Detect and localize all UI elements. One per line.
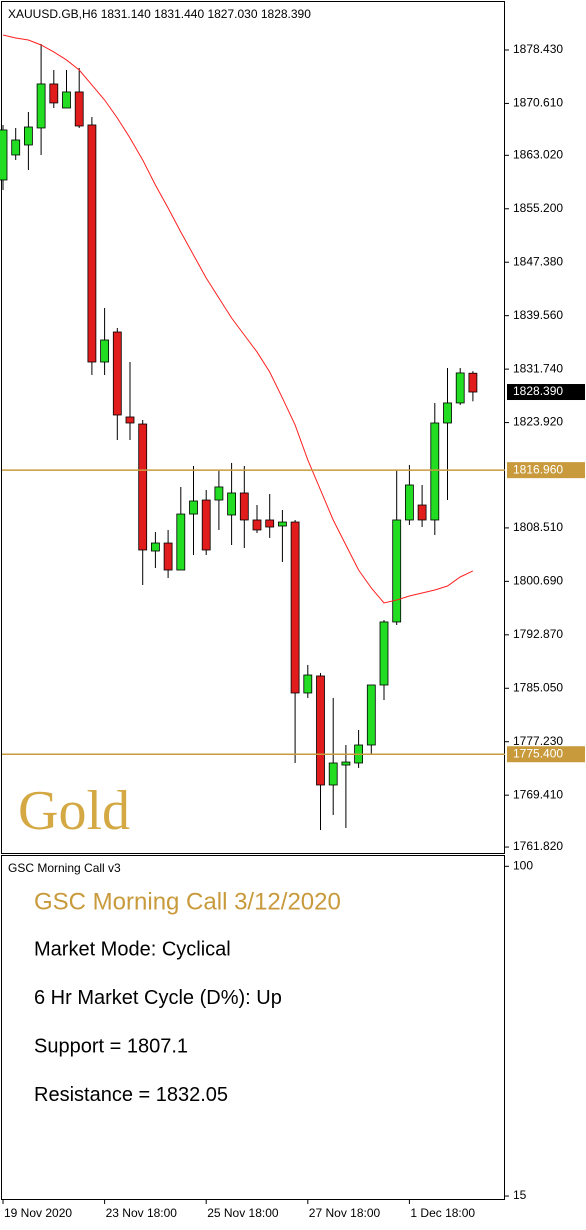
indicator-line: 6 Hr Market Cycle (D%): Up — [34, 987, 282, 1009]
level-label: 1816.960 — [513, 462, 563, 476]
candle-body — [316, 675, 325, 786]
y-tick-label: 1777.230 — [513, 734, 563, 748]
x-tick-label: 25 Nov 18:00 — [207, 1206, 279, 1220]
candle-body — [74, 91, 84, 127]
candle-body — [36, 83, 46, 129]
indicator-tick-label: 100 — [513, 858, 533, 872]
main-panel — [1, 1, 505, 854]
candle-body — [11, 139, 21, 156]
candle-body — [455, 372, 465, 404]
x-tick-label: 19 Nov 2020 — [4, 1206, 72, 1220]
y-tick-label: 1847.380 — [513, 254, 563, 268]
candle-body — [239, 492, 249, 521]
x-tick-label: 23 Nov 18:00 — [106, 1206, 178, 1220]
level-label: 1775.400 — [513, 746, 563, 760]
indicator-line: Support = 1807.1 — [34, 1035, 188, 1057]
y-tick-label: 1808.510 — [513, 520, 563, 534]
candle-body — [404, 484, 414, 521]
level-label-bg — [507, 462, 585, 479]
candle-body — [49, 83, 59, 104]
candle-body — [417, 504, 427, 521]
candle-body — [0, 129, 8, 181]
indicator-heading: GSC Morning Call 3/12/2020 — [34, 888, 341, 915]
candle-body — [23, 126, 33, 146]
candle-body — [430, 422, 440, 521]
candle-body — [150, 542, 160, 552]
indicator-panel — [1, 855, 505, 1200]
candle-body — [328, 762, 338, 786]
x-tick-label: 27 Nov 18:00 — [309, 1206, 381, 1220]
x-tick-label: 1 Dec 18:00 — [410, 1206, 475, 1220]
y-tick-label: 1792.870 — [513, 627, 563, 641]
candle-body — [379, 621, 389, 686]
candle-body — [392, 519, 402, 623]
last-price-bg — [507, 384, 585, 401]
y-tick-label: 1769.410 — [513, 787, 563, 801]
candle-body — [163, 542, 173, 571]
candle-body — [468, 372, 478, 393]
candle-body — [125, 416, 135, 424]
candle-body — [112, 331, 122, 416]
y-tick-label: 1839.560 — [513, 308, 563, 322]
y-tick-label: 1785.050 — [513, 680, 563, 694]
candle-body — [62, 91, 71, 109]
y-tick-label: 1863.020 — [513, 147, 563, 161]
level-label-bg — [507, 746, 585, 763]
candle-body — [290, 521, 300, 694]
last-price-label: 1828.390 — [513, 384, 563, 398]
candle-body — [227, 492, 237, 516]
candle-body — [100, 339, 109, 363]
y-tick-label: 1831.740 — [513, 361, 563, 375]
chart-header: XAUUSD.GB,H6 1831.140 1831.440 1827.030 … — [8, 7, 311, 21]
y-tick-label: 1800.690 — [513, 574, 563, 588]
candle-body — [366, 684, 376, 746]
candle-body — [252, 519, 262, 531]
y-tick-label: 1878.430 — [513, 42, 563, 56]
candle-body — [443, 402, 452, 424]
candle-body — [303, 674, 313, 694]
candle-body — [265, 519, 275, 528]
candle-body — [277, 521, 287, 527]
watermark: Gold — [18, 780, 130, 842]
moving-average — [2, 34, 474, 604]
y-tick-label: 1823.920 — [513, 415, 563, 429]
y-tick-label: 1855.200 — [513, 201, 563, 215]
candle-body — [341, 761, 351, 766]
candle-body — [87, 124, 97, 363]
indicator-tick-label: 15 — [513, 1188, 527, 1202]
candle-body — [214, 486, 224, 501]
candle-body — [201, 499, 211, 551]
indicator-line: Market Mode: Cyclical — [34, 938, 231, 960]
candle-body — [138, 423, 148, 551]
candle-body — [189, 500, 198, 515]
indicator-title: GSC Morning Call v3 — [8, 861, 121, 875]
y-tick-label: 1761.820 — [513, 839, 563, 853]
indicator-line: Resistance = 1832.05 — [34, 1084, 228, 1106]
y-tick-label: 1870.610 — [513, 96, 563, 110]
candle-body — [176, 513, 186, 571]
